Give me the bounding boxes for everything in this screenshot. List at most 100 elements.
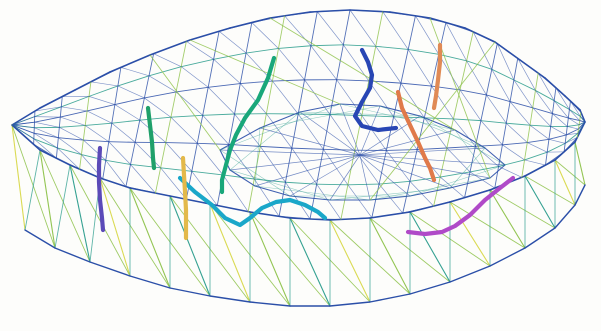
top-mesh-edge [291, 147, 324, 150]
top-mesh-diagonal [566, 126, 579, 130]
top-mesh-edge [501, 142, 528, 146]
top-mesh-edge [464, 171, 471, 199]
top-mesh-edge [567, 109, 570, 119]
bottom-outline [54, 247, 91, 263]
top-mesh-edge [375, 45, 409, 50]
inner-surface-spoke [229, 154, 361, 171]
top-mesh-edge [568, 100, 571, 110]
top-mesh-edge [568, 109, 581, 117]
top-mesh-edge [175, 66, 182, 93]
top-mesh-edge [423, 85, 432, 119]
top-mesh-diagonal [393, 116, 418, 150]
top-mesh-edge [259, 145, 293, 149]
top-mesh-edge [469, 145, 476, 173]
top-mesh-diagonal [90, 81, 119, 87]
top-mesh-edge [34, 96, 63, 112]
top-mesh-edge [340, 184, 349, 220]
top-mesh-diagonal [160, 167, 187, 200]
well-purple-left [96, 145, 106, 233]
side-wall-edge [209, 203, 251, 303]
top-mesh-edge [216, 205, 249, 213]
top-mesh-diagonal [56, 147, 80, 170]
inner-surface-spoke [359, 105, 381, 156]
inner-surface-outline [419, 115, 456, 131]
top-mesh-edge [170, 114, 204, 118]
top-mesh-diagonal [553, 100, 569, 119]
top-mesh-edge [80, 139, 84, 156]
top-mesh-edge [251, 15, 285, 23]
side-wall-edge [69, 164, 91, 263]
top-mesh-diagonal [228, 144, 255, 180]
top-mesh-diagonal [526, 142, 548, 153]
side-wall-edge [449, 201, 491, 267]
top-mesh-edge [56, 147, 82, 156]
inner-surface-spoke [359, 154, 451, 189]
top-mesh-edge [175, 86, 209, 93]
top-mesh-edge [409, 149, 418, 182]
feature-lines [96, 42, 516, 241]
top-mesh-diagonal [297, 113, 324, 150]
top-mesh-edge [84, 110, 88, 126]
top-mesh-edge [90, 66, 122, 83]
side-wall-diagonal [489, 189, 556, 229]
top-mesh-edge [265, 80, 273, 115]
top-mesh-diagonal [84, 125, 110, 143]
top-mesh-edge [336, 44, 344, 81]
top-mesh-diagonal [310, 45, 338, 81]
top-mesh-diagonal [33, 127, 59, 138]
top-mesh-diagonal [153, 53, 182, 68]
inner-surface-outline [299, 103, 341, 113]
top-mesh-diagonal [446, 147, 471, 173]
top-mesh-edge [56, 137, 59, 149]
top-mesh-edge [130, 164, 162, 169]
inner-surface-spoke [359, 154, 411, 197]
top-mesh-diagonal [60, 106, 88, 112]
inner-surface-chord [379, 105, 486, 149]
top-mesh-diagonal [564, 137, 578, 144]
top-mesh-diagonal [513, 79, 534, 109]
top-mesh-edge [84, 122, 113, 126]
top-mesh-edge [535, 90, 555, 102]
top-mesh-edge [535, 72, 539, 91]
inner-surface-spoke [329, 154, 361, 201]
top-mesh-edge [431, 53, 440, 87]
top-mesh-diagonal [555, 87, 570, 110]
top-mesh-edge [385, 116, 395, 151]
top-mesh-edge [505, 101, 511, 124]
inner-surface-outline [219, 127, 261, 151]
top-mesh-diagonal [180, 66, 209, 88]
top-mesh-diagonal [120, 67, 150, 77]
top-mesh-edge [102, 159, 107, 180]
top-mesh-diagonal [570, 100, 581, 117]
top-mesh-edge [61, 81, 92, 97]
top-mesh-diagonal [86, 110, 113, 124]
top-mesh-edge [579, 111, 582, 117]
top-mesh-diagonal [552, 113, 568, 127]
top-mesh-edge [501, 122, 507, 146]
top-mesh-edge [88, 81, 92, 97]
top-mesh-edge [452, 118, 482, 122]
top-mesh-diagonal [386, 150, 411, 182]
top-mesh-edge [108, 141, 136, 143]
side-wall-diagonal [99, 177, 171, 289]
top-mesh-edge [529, 107, 534, 126]
top-mesh-diagonal [491, 68, 511, 102]
top-mesh-edge [259, 113, 267, 147]
top-mesh-edge [579, 115, 581, 122]
top-mesh-edge [459, 89, 487, 96]
top-mesh-edge [553, 100, 570, 110]
top-mesh-edge [407, 49, 440, 55]
top-mesh-edge [284, 11, 318, 17]
top-mesh-edge [491, 68, 515, 81]
inner-surface-spoke [289, 154, 361, 197]
top-mesh-edge [202, 86, 209, 116]
top-mesh-edge [464, 187, 496, 199]
top-mesh-edge [88, 85, 119, 97]
fault-orange-right [395, 89, 437, 183]
inner-surface-outline [454, 129, 486, 149]
top-mesh-edge [105, 159, 131, 165]
inner-drop-edge [189, 39, 341, 105]
top-mesh-edge [247, 211, 280, 217]
top-mesh-diagonal [378, 183, 404, 214]
top-mesh-edge [130, 141, 136, 165]
